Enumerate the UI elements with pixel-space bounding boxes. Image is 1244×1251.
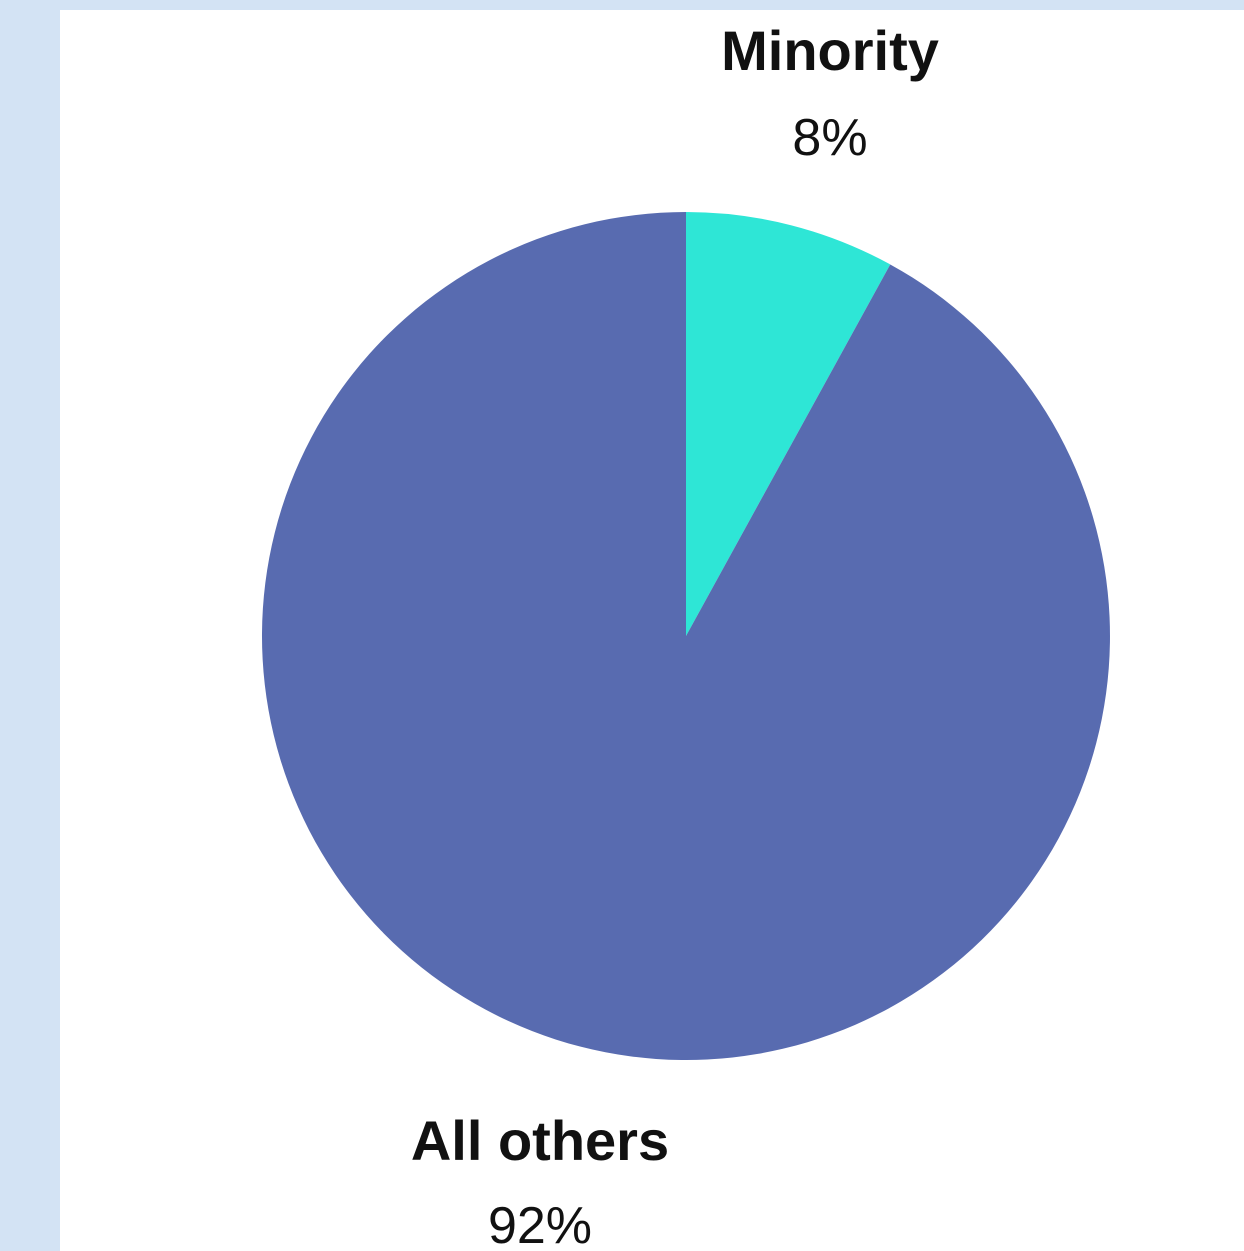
pie-slice-minority [686, 212, 891, 636]
slice-label-minority: Minority [721, 19, 939, 82]
pie-slice-all-others [261, 212, 1110, 1060]
slice-value-minority: 8% [792, 109, 867, 167]
pie-slices [261, 212, 1110, 1060]
slice-value-all-others: 92% [488, 1197, 592, 1251]
slice-label-all-others: All others [411, 1109, 669, 1172]
